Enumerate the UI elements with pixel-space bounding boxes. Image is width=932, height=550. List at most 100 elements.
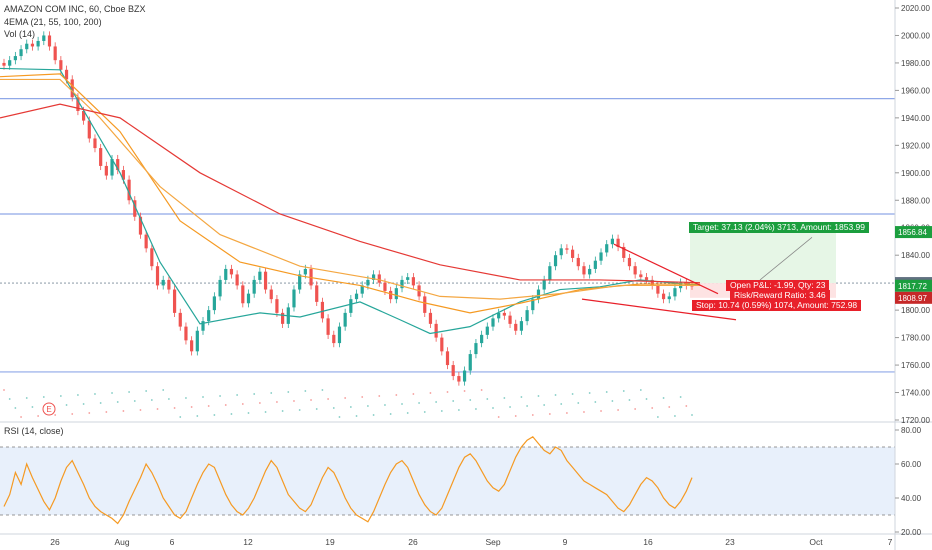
volume-dot — [514, 415, 517, 417]
volume-dot — [367, 405, 369, 407]
candle-body — [371, 274, 376, 280]
candle-body — [337, 326, 342, 344]
volume-dot — [293, 400, 295, 402]
volume-dot — [321, 389, 324, 391]
price-tick-label: 2000.00 — [901, 31, 930, 40]
candle-body — [343, 312, 347, 327]
candle-body — [542, 279, 546, 290]
price-label-badge — [895, 279, 932, 292]
volume-dot — [656, 416, 659, 418]
candle-body — [155, 266, 160, 286]
candle-body — [525, 310, 529, 322]
candle-body — [19, 49, 23, 57]
volume-dot — [560, 403, 563, 405]
candle-body — [616, 238, 620, 247]
volume-dot — [224, 404, 227, 406]
candle-body — [599, 252, 603, 261]
candle-body — [411, 277, 415, 286]
candle-body — [627, 257, 632, 267]
time-tick-label: Aug — [114, 537, 129, 547]
volume-dot — [99, 402, 102, 404]
volume-dot — [270, 392, 273, 394]
candle-body — [53, 46, 57, 61]
candle-body — [25, 43, 29, 50]
volume-dot — [8, 398, 11, 400]
price-tick-label: 1780.00 — [901, 334, 930, 343]
time-tick-label: 12 — [243, 537, 253, 547]
candle-body — [42, 35, 46, 41]
candle-body — [104, 165, 108, 176]
candle-body — [582, 266, 586, 275]
volume-dot — [457, 409, 460, 411]
price-tick-label: 2020.00 — [901, 4, 930, 13]
candle-body — [178, 312, 182, 327]
candle-body — [389, 290, 393, 300]
candle-body — [36, 40, 40, 47]
candle-body — [303, 268, 307, 275]
candle-body — [553, 255, 558, 267]
ema-line-3 — [0, 103, 701, 284]
volume-dot — [674, 415, 676, 417]
volume-dot — [566, 412, 568, 414]
time-tick-label: 7 — [888, 537, 893, 547]
volume-dot — [577, 402, 580, 404]
candle-body — [656, 285, 660, 294]
volume-dot — [537, 395, 540, 397]
volume-dot — [583, 411, 585, 413]
candle-body — [167, 279, 171, 290]
upper-trendline — [613, 243, 719, 295]
volume-dot — [230, 413, 233, 415]
price-tick-label: 1720.00 — [901, 416, 930, 425]
candle-body — [133, 200, 137, 217]
candle-body — [593, 260, 597, 269]
candle-body — [423, 296, 427, 313]
candle-body — [82, 111, 86, 121]
volume-dot — [440, 410, 443, 412]
candle-body — [497, 312, 501, 319]
volume-dot — [105, 411, 108, 413]
candle-body — [610, 238, 614, 245]
volume-dot — [156, 408, 159, 410]
volume-dot — [423, 411, 426, 413]
volume-dot — [372, 414, 375, 416]
volume-dot — [503, 397, 506, 399]
volume-dot — [196, 415, 199, 417]
candle-body — [190, 340, 194, 352]
volume-dot — [509, 406, 511, 408]
volume-dot — [3, 389, 5, 391]
volume-dot — [662, 397, 665, 399]
volume-dot — [59, 395, 62, 397]
volume-dot — [418, 402, 420, 404]
candle-body — [508, 315, 512, 324]
candle-body — [241, 285, 245, 304]
candle-body — [536, 289, 541, 300]
candle-body — [457, 376, 461, 382]
candle-body — [235, 274, 239, 286]
time-tick-label: Oct — [809, 537, 823, 547]
volume-dot — [54, 414, 57, 416]
candle-body — [229, 268, 234, 275]
candle-body — [451, 365, 455, 377]
volume-dot — [622, 390, 625, 392]
volume-dot — [617, 409, 619, 411]
candle-body — [2, 62, 6, 66]
volume-dot — [435, 401, 438, 403]
candle-body — [474, 343, 478, 355]
volume-dot — [378, 395, 381, 397]
volume-dot — [668, 406, 671, 408]
candle-body — [184, 326, 188, 341]
candle-body — [64, 69, 69, 80]
candle-body — [366, 279, 370, 286]
volume-dot — [236, 394, 239, 396]
candle-body — [383, 282, 387, 291]
volume-dot — [401, 403, 403, 405]
volume-dot — [42, 396, 45, 398]
time-tick-label: 23 — [725, 537, 735, 547]
volume-dot — [258, 402, 261, 404]
volume-dot — [94, 393, 96, 395]
time-tick-label: 26 — [50, 537, 60, 547]
volume-dot — [122, 410, 125, 412]
volume-dot — [241, 403, 244, 405]
volume-dot — [520, 396, 523, 398]
